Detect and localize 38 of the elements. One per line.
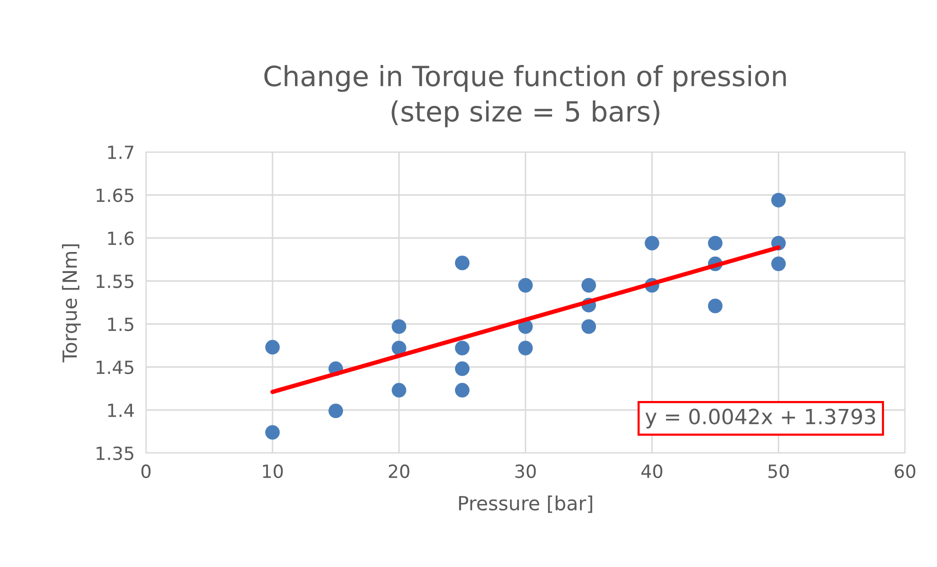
- x-tick-label: 60: [894, 464, 916, 478]
- point: [771, 256, 786, 272]
- x-tick-label: 40: [641, 464, 662, 478]
- x-tick-label: 50: [768, 464, 789, 478]
- point: [581, 319, 596, 334]
- x-tick-label: 30: [515, 464, 536, 478]
- point: [708, 298, 723, 314]
- y-tick-label: 1.65: [96, 188, 134, 202]
- point: [581, 278, 596, 293]
- y-tick-label: 1.4: [108, 404, 134, 417]
- point: [328, 404, 344, 418]
- point: [392, 382, 406, 398]
- point: [771, 192, 786, 208]
- point: [454, 340, 470, 356]
- point: [265, 340, 280, 355]
- x-tick-label: 0: [141, 464, 151, 478]
- y-tick-label: 1.5: [108, 318, 134, 332]
- point: [454, 382, 470, 398]
- point: [265, 425, 280, 440]
- x-tick-label: 20: [388, 464, 410, 478]
- point: [518, 340, 533, 356]
- y-axis-title: Torque [Nm]: [62, 244, 81, 362]
- y-tick-label: 1.35: [96, 446, 134, 460]
- y-tick-label: 1.45: [96, 360, 134, 374]
- point: [392, 340, 406, 356]
- x-tick-label: 10: [262, 464, 283, 478]
- y-tick-label: 1.55: [96, 274, 134, 288]
- x-axis-title: Pressure [bar]: [459, 495, 592, 513]
- chart-title: Change in Torque function of pression (step size = 5 bars): [264, 65, 786, 128]
- point: [454, 256, 470, 270]
- point: [708, 236, 723, 250]
- point: [518, 278, 533, 293]
- point: [454, 361, 470, 376]
- point: [392, 319, 406, 334]
- point: [644, 236, 660, 250]
- annotation: y = 0.0042x + 1.3793: [645, 408, 876, 428]
- y-tick-label: 1.7: [108, 146, 134, 159]
- y-tick-label: 1.6: [108, 231, 134, 246]
